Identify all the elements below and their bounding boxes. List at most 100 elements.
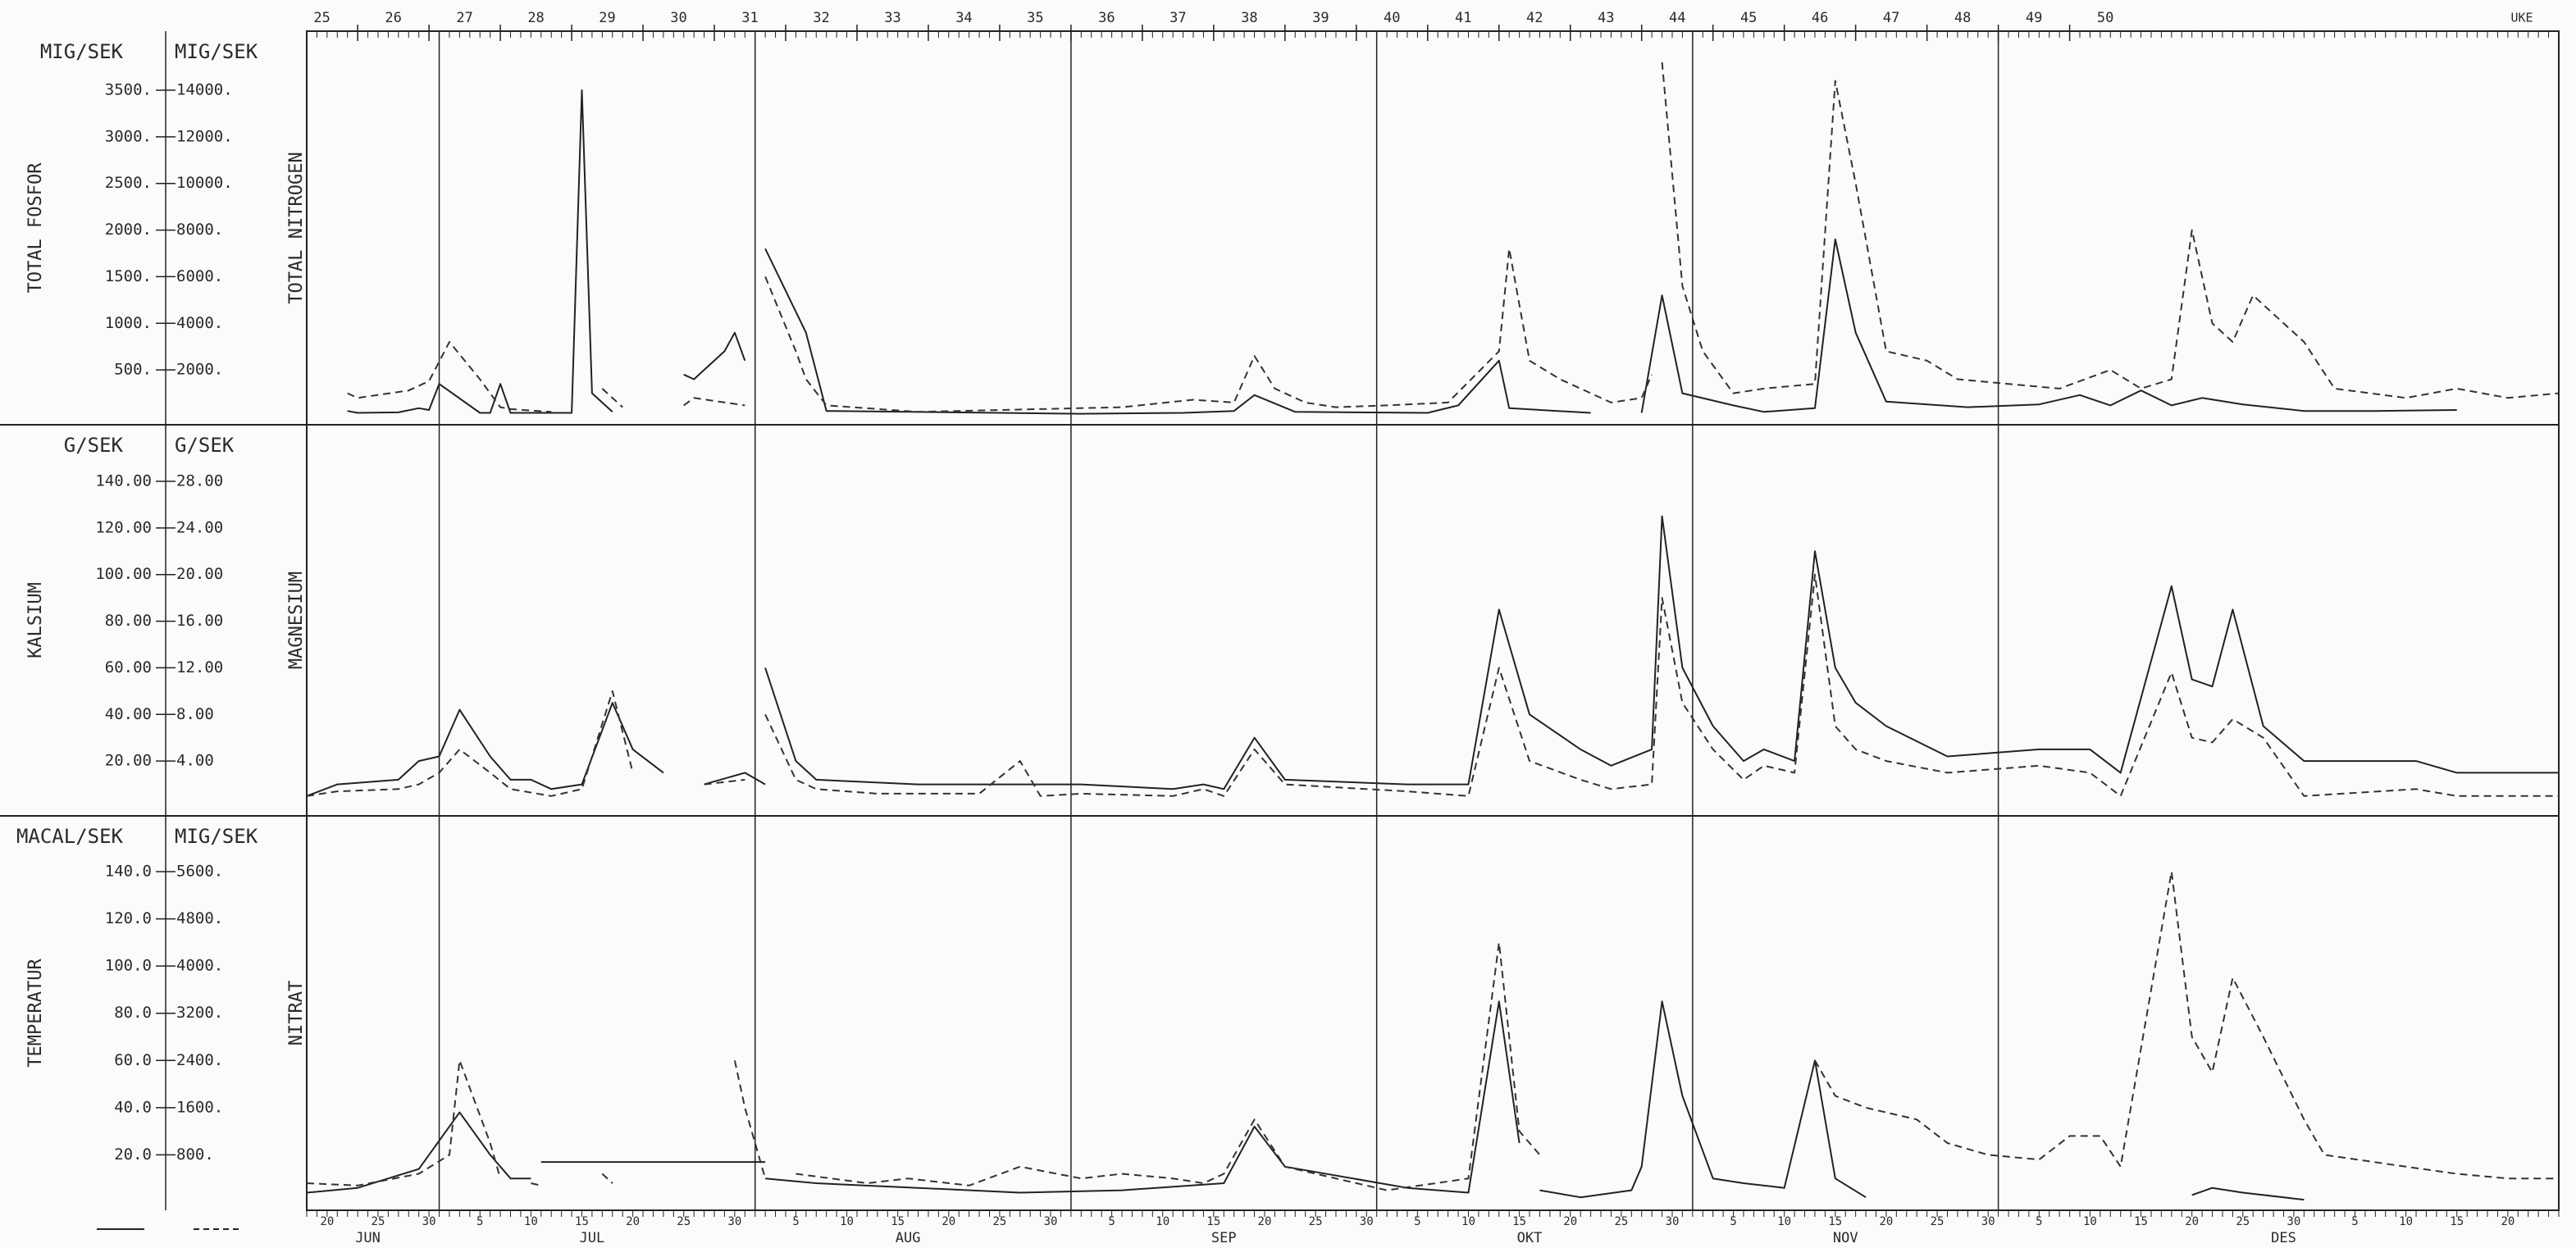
solid-series-line	[2191, 1187, 2305, 1201]
day-tick-label: 5	[1108, 1215, 1115, 1228]
week-number-label: 43	[1598, 10, 1614, 26]
left-axis-title: TEMPERATUR	[25, 959, 46, 1068]
left-tick-label: 100.00	[95, 565, 152, 583]
right-tick-label: 2400.	[176, 1051, 223, 1069]
week-number-label: 40	[1384, 10, 1400, 26]
right-tick-label: 6000.	[176, 267, 223, 285]
right-tick-label: 2000.	[176, 361, 223, 379]
solid-series-line	[683, 331, 746, 380]
day-tick-label: 15	[2134, 1215, 2148, 1228]
week-number-label: 47	[1883, 10, 1899, 26]
right-axis-title: TOTAL NITROGEN	[286, 152, 307, 303]
left-tick-label: 20.0	[114, 1146, 152, 1164]
day-tick-label: 15	[1206, 1215, 1220, 1228]
day-tick-label: 15	[1512, 1215, 1526, 1228]
week-number-label: 30	[670, 10, 686, 26]
dashed-series-line	[601, 1173, 613, 1184]
solid-series-line	[764, 515, 2559, 790]
week-number-label: 35	[1027, 10, 1043, 26]
day-tick-label: 5	[2036, 1215, 2042, 1228]
month-label: AUG	[896, 1230, 921, 1246]
day-tick-label: 30	[422, 1215, 436, 1228]
day-tick-label: 25	[1309, 1215, 1323, 1228]
solid-series-line	[704, 772, 766, 786]
right-unit-label: MIG/SEK	[175, 825, 258, 848]
right-tick-label: 4800.	[176, 909, 223, 927]
week-number-label: 46	[1812, 10, 1828, 26]
week-number-label: 48	[1954, 10, 1971, 26]
dashed-series-line	[704, 778, 745, 786]
day-tick-label: 15	[1828, 1215, 1842, 1228]
left-tick-label: 1000.	[105, 314, 152, 332]
dashed-series-line	[764, 248, 1653, 413]
day-tick-label: 25	[992, 1215, 1006, 1228]
dashed-series-line	[347, 341, 552, 413]
left-tick-label: 120.00	[95, 518, 152, 536]
day-tick-label: 20	[2501, 1215, 2514, 1228]
solid-series-line	[764, 248, 1591, 415]
right-tick-label: 3200.	[176, 1004, 223, 1022]
right-tick-label: 1600.	[176, 1098, 223, 1116]
left-tick-label: 3500.	[105, 81, 152, 99]
right-tick-label: 8.00	[176, 705, 214, 723]
month-label: SEP	[1211, 1230, 1237, 1246]
day-tick-label: 25	[1614, 1215, 1628, 1228]
week-marker-label: UKE	[2510, 11, 2533, 25]
week-number-label: 31	[741, 10, 758, 26]
right-tick-label: 16.00	[176, 612, 223, 630]
day-tick-label: 15	[2450, 1215, 2464, 1228]
right-tick-label: 4.00	[176, 752, 214, 770]
dashed-series-line	[683, 397, 745, 407]
dashed-series-line	[306, 690, 634, 797]
left-tick-label: 1500.	[105, 267, 152, 285]
day-tick-label: 10	[840, 1215, 854, 1228]
left-axis-title: KALSIUM	[25, 582, 46, 658]
left-tick-label: 2500.	[105, 174, 152, 192]
solid-series-line	[1539, 1000, 1867, 1199]
week-number-label: 50	[2097, 10, 2113, 26]
day-tick-label: 25	[372, 1215, 385, 1228]
day-tick-label: 30	[2287, 1215, 2301, 1228]
left-tick-label: 40.0	[114, 1098, 152, 1116]
day-tick-label: 20	[2185, 1215, 2199, 1228]
day-tick-label: 5	[2351, 1215, 2358, 1228]
dashed-series-line	[601, 388, 623, 408]
right-tick-label: 8000.	[176, 221, 223, 239]
day-tick-label: 20	[1258, 1215, 1272, 1228]
left-tick-label: 40.00	[105, 705, 152, 723]
week-number-label: 34	[955, 10, 972, 26]
solid-series-line	[306, 1111, 531, 1194]
left-tick-label: 3000.	[105, 127, 152, 145]
dashed-series-line	[531, 1182, 542, 1187]
right-tick-label: 4000.	[176, 957, 223, 975]
solid-series-line	[306, 702, 664, 797]
week-number-label: 41	[1455, 10, 1471, 26]
solid-series-line	[347, 89, 613, 414]
left-tick-label: 120.0	[105, 909, 152, 927]
day-tick-label: 20	[1879, 1215, 1893, 1228]
left-unit-label: G/SEK	[64, 434, 124, 457]
left-tick-label: 140.0	[105, 863, 152, 881]
day-tick-label: 10	[2399, 1215, 2413, 1228]
left-unit-label: MIG/SEK	[40, 40, 124, 63]
week-number-label: 39	[1312, 10, 1329, 26]
right-unit-label: G/SEK	[175, 434, 235, 457]
day-tick-label: 30	[1044, 1215, 1058, 1228]
week-number-label: 49	[2026, 10, 2042, 26]
month-label: OKT	[1517, 1230, 1543, 1246]
plot-frame	[306, 30, 2560, 1211]
left-tick-label: 140.00	[95, 472, 152, 490]
left-unit-label: MACAL/SEK	[16, 825, 124, 848]
right-tick-label: 5600.	[176, 863, 223, 881]
week-number-label: 27	[456, 10, 472, 26]
week-number-label: 28	[527, 10, 544, 26]
week-number-label: 25	[313, 10, 330, 26]
day-tick-label: 5	[1730, 1215, 1736, 1228]
month-label: JUN	[355, 1230, 381, 1246]
day-tick-label: 30	[1360, 1215, 1374, 1228]
left-tick-label: 80.0	[114, 1004, 152, 1022]
week-number-label: 42	[1526, 10, 1543, 26]
day-tick-label: 15	[575, 1215, 589, 1228]
